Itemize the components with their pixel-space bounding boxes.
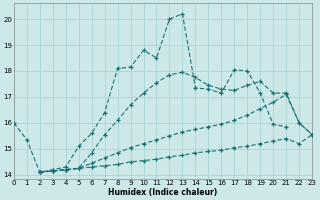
- X-axis label: Humidex (Indice chaleur): Humidex (Indice chaleur): [108, 188, 218, 197]
